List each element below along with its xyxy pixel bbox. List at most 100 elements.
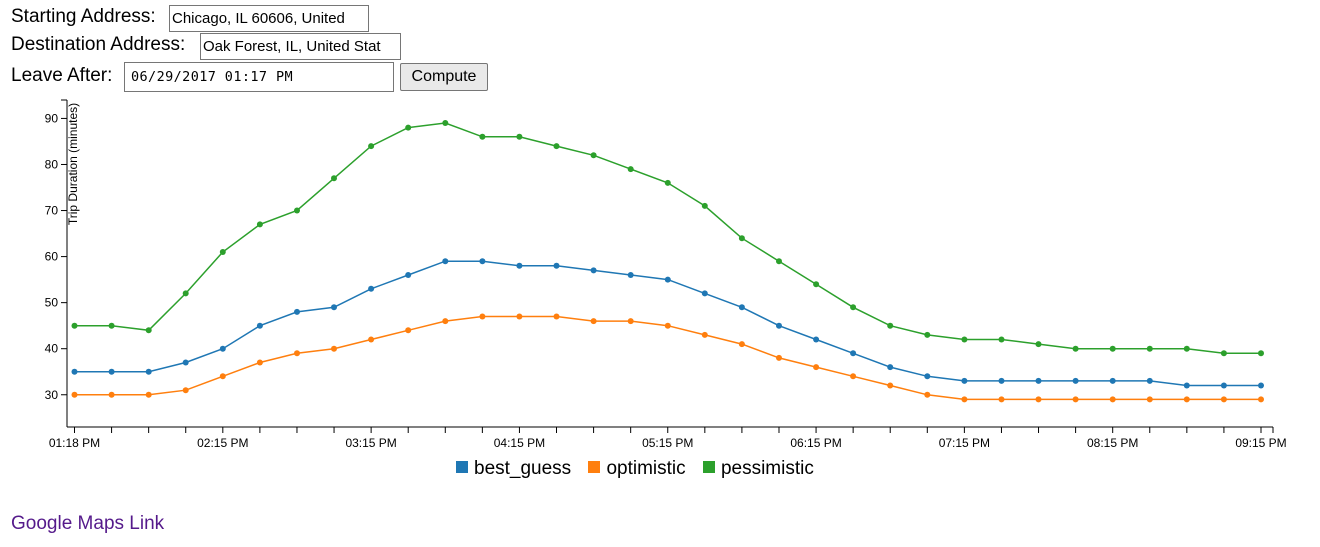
point-pessimistic-25 [998,336,1005,343]
dest-row: Destination Address: [11,33,185,57]
start-address-label: Starting Address: [11,6,156,27]
leave-after-datetime-input[interactable]: 06/29/2017 01:17 PM [124,62,394,92]
point-optimistic-25 [998,396,1005,403]
point-optimistic-24 [961,396,968,403]
x-tick-label-8: 09:15 PM [1235,436,1286,450]
point-optimistic-14 [590,318,597,325]
x-tick-label-5: 06:15 PM [790,436,841,450]
point-pessimistic-10 [442,120,449,126]
point-pessimistic-29 [1146,345,1153,352]
point-best_guess-6 [294,308,300,315]
point-pessimistic-26 [1035,341,1042,348]
point-best_guess-25 [998,377,1005,384]
point-best_guess-11 [479,258,486,265]
point-best_guess-27 [1072,377,1079,384]
point-pessimistic-5 [256,221,263,228]
point-best_guess-10 [442,258,449,265]
point-pessimistic-28 [1109,345,1116,352]
x-tick-label-2: 03:15 PM [345,436,396,450]
y-axis-title: Trip Duration (minutes) [66,103,80,225]
point-pessimistic-24 [961,336,968,343]
legend-item-optimistic: optimistic [588,458,690,479]
point-optimistic-8 [368,336,375,343]
point-best_guess-17 [701,290,708,297]
point-optimistic-27 [1072,396,1079,403]
point-pessimistic-1 [108,322,115,329]
legend-label-best-guess: best_guess [474,458,572,479]
legend-label-pessimistic: pessimistic [720,458,814,479]
point-best_guess-2 [145,368,152,375]
point-pessimistic-22 [887,322,894,329]
x-tick-label-0: 01:18 PM [49,436,100,450]
point-pessimistic-31 [1220,350,1227,357]
y-tick-label-60: 60 [45,250,59,264]
point-pessimistic-20 [813,281,820,288]
point-pessimistic-32 [1258,350,1264,357]
point-best_guess-12 [516,262,523,269]
compute-button[interactable]: Compute [400,63,488,91]
point-pessimistic-2 [145,327,152,334]
start-address-input[interactable]: Chicago, IL 60606, United [169,5,369,32]
destination-address-input[interactable]: Oak Forest, IL, United Stat [200,33,401,60]
legend-item-best-guess: best_guess [456,458,576,479]
point-pessimistic-30 [1183,345,1190,352]
x-tick-label-1: 02:15 PM [197,436,248,450]
point-optimistic-20 [813,364,820,371]
point-optimistic-31 [1220,396,1227,403]
point-best_guess-24 [961,377,968,384]
point-best_guess-26 [1035,377,1042,384]
point-best_guess-22 [887,364,894,371]
point-pessimistic-0 [71,322,78,329]
point-optimistic-9 [405,327,412,334]
y-tick-label-90: 90 [45,111,59,125]
point-pessimistic-15 [627,166,634,173]
point-optimistic-15 [627,318,634,325]
point-optimistic-19 [776,354,782,361]
point-best_guess-20 [813,336,820,343]
point-optimistic-28 [1109,396,1116,403]
point-pessimistic-6 [294,207,300,214]
legend-swatch-best-guess [456,461,468,474]
point-best_guess-23 [924,373,931,380]
point-best_guess-5 [256,322,263,329]
point-pessimistic-14 [590,152,597,159]
trip-duration-chart: 30 40 50 60 70 80 90 Trip Duration (minutes) 01:… [45,99,1287,450]
chart-legend: best_guess optimistic pessimistic [456,458,826,480]
point-optimistic-5 [256,359,263,366]
point-pessimistic-9 [405,124,412,131]
y-tick-label-80: 80 [45,157,59,171]
leave-after-label: Leave After: [11,65,113,86]
point-optimistic-10 [442,318,449,325]
point-pessimistic-3 [182,290,189,297]
point-optimistic-17 [701,331,708,338]
y-tick-label-50: 50 [45,296,59,310]
point-pessimistic-13 [553,143,560,150]
point-pessimistic-8 [368,143,375,150]
x-tick-label-6: 07:15 PM [939,436,990,450]
point-pessimistic-17 [701,202,708,209]
series-line-pessimistic [74,122,1261,355]
point-optimistic-26 [1035,396,1042,403]
legend-swatch-optimistic [588,461,601,474]
point-optimistic-22 [887,382,894,389]
point-best_guess-15 [627,272,634,278]
point-optimistic-7 [331,345,337,352]
point-pessimistic-11 [479,133,486,140]
point-optimistic-23 [924,391,931,398]
legend-label-optimistic: optimistic [606,458,686,479]
google-maps-link[interactable]: Google Maps Link [11,513,165,534]
x-tick-label-7: 08:15 PM [1087,436,1138,450]
legend-item-pessimistic: pessimistic [702,458,814,479]
point-best_guess-0 [71,368,78,375]
y-tick-label-70: 70 [45,204,59,218]
start-row: Starting Address: [11,5,156,29]
point-optimistic-1 [108,391,115,398]
point-best_guess-21 [850,350,857,357]
point-best_guess-28 [1109,377,1116,384]
point-optimistic-21 [850,373,857,380]
point-best_guess-18 [738,304,745,311]
point-best_guess-29 [1146,377,1153,384]
point-optimistic-13 [553,313,560,320]
point-best_guess-16 [664,276,671,283]
point-pessimistic-23 [924,331,931,338]
